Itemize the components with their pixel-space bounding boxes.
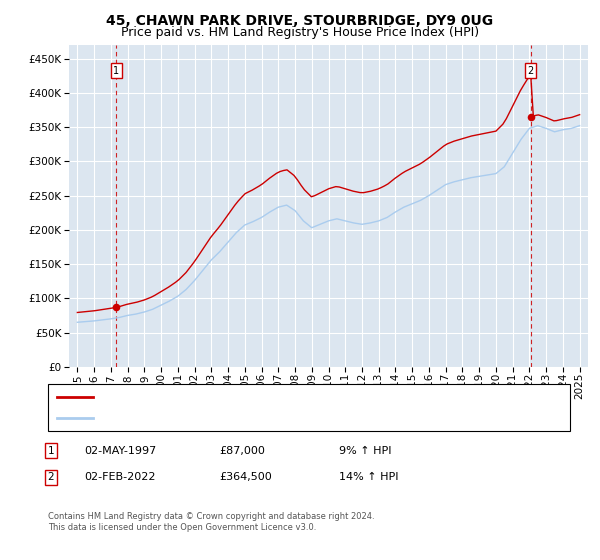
Text: HPI: Average price, detached house, Dudley: HPI: Average price, detached house, Dudl… bbox=[99, 413, 329, 423]
Text: 1: 1 bbox=[47, 446, 55, 456]
Text: £364,500: £364,500 bbox=[219, 472, 272, 482]
Point bbox=[526, 113, 536, 122]
Text: £87,000: £87,000 bbox=[219, 446, 265, 456]
Text: 9% ↑ HPI: 9% ↑ HPI bbox=[339, 446, 391, 456]
Point bbox=[112, 303, 121, 312]
Text: 2: 2 bbox=[527, 66, 534, 76]
Text: 14% ↑ HPI: 14% ↑ HPI bbox=[339, 472, 398, 482]
Text: 45, CHAWN PARK DRIVE, STOURBRIDGE, DY9 0UG: 45, CHAWN PARK DRIVE, STOURBRIDGE, DY9 0… bbox=[106, 14, 494, 28]
Text: 45, CHAWN PARK DRIVE, STOURBRIDGE, DY9 0UG (detached house): 45, CHAWN PARK DRIVE, STOURBRIDGE, DY9 0… bbox=[99, 392, 453, 402]
Text: 2: 2 bbox=[47, 472, 55, 482]
Text: Contains HM Land Registry data © Crown copyright and database right 2024.
This d: Contains HM Land Registry data © Crown c… bbox=[48, 512, 374, 532]
Text: 02-FEB-2022: 02-FEB-2022 bbox=[84, 472, 155, 482]
Text: Price paid vs. HM Land Registry's House Price Index (HPI): Price paid vs. HM Land Registry's House … bbox=[121, 26, 479, 39]
Text: 02-MAY-1997: 02-MAY-1997 bbox=[84, 446, 156, 456]
Text: 1: 1 bbox=[113, 66, 119, 76]
